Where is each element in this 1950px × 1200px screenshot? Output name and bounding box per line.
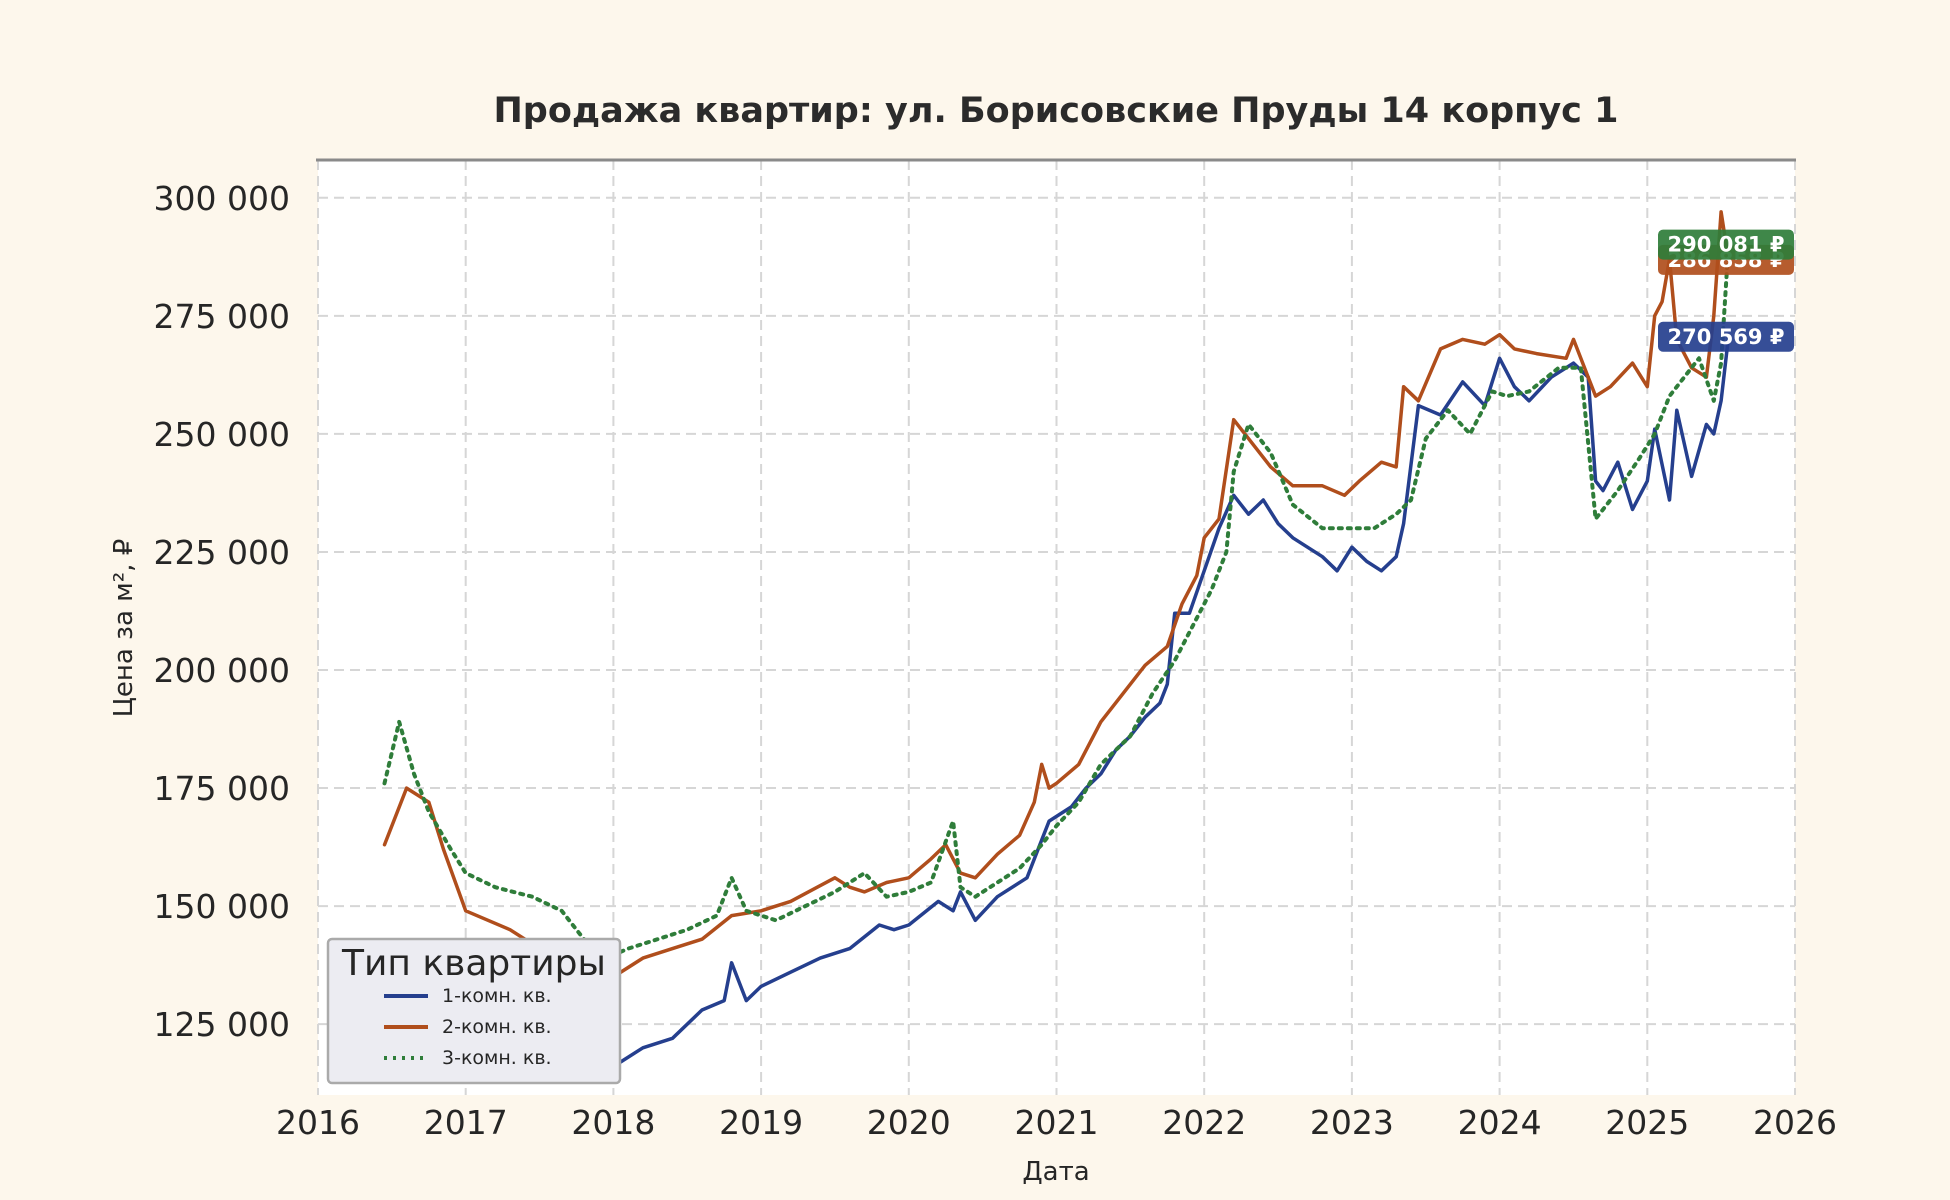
x-tick-2020: 2020 (867, 1103, 951, 1142)
end-label-text-1-комн-кв: 270 569 ₽ (1668, 325, 1785, 349)
x-tick-2026: 2026 (1753, 1103, 1837, 1142)
legend-title: Тип квартиры (341, 943, 606, 984)
legend: Тип квартиры 1-комн. кв. 2-комн. кв. 3-ком… (326, 937, 622, 1085)
legend-label-1-комн-кв: 1-комн. кв. (442, 985, 552, 1007)
x-tick-labels: 2016 2017 2018 2019 2020 2021 2022 2023 2024 2025… (276, 1103, 1837, 1142)
x-tick-2024: 2024 (1458, 1103, 1542, 1142)
y-tick-275000: 275 000 (154, 297, 290, 336)
chart-title: Продажа квартир: ул. Борисовские Пруды 1… (494, 91, 1619, 131)
y-tick-150000: 150 000 (154, 887, 290, 926)
y-tick-225000: 225 000 (154, 533, 290, 572)
end-label-badge-3-комн-кв (1658, 229, 1794, 260)
y-tick-200000: 200 000 (154, 651, 290, 690)
y-tick-300000: 300 000 (154, 179, 290, 218)
series-line-3-комн-кв (382, 242, 1731, 961)
x-tick-2016: 2016 (276, 1103, 360, 1142)
x-axis-label: Дата (1022, 1157, 1089, 1187)
legend-label-3-комн-кв: 3-комн. кв. (442, 1047, 552, 1069)
series-line-2-комн-кв (382, 210, 1731, 979)
end-labels: 270 569 ₽286 858 ₽290 081 ₽ (1658, 229, 1794, 352)
x-tick-2021: 2021 (1015, 1103, 1099, 1142)
y-tick-250000: 250 000 (154, 415, 290, 454)
legend-label-2-комн-кв: 2-комн. кв. (442, 1016, 552, 1038)
x-tick-2019: 2019 (719, 1103, 803, 1142)
y-tick-175000: 175 000 (154, 769, 290, 808)
x-tick-2025: 2025 (1605, 1103, 1689, 1142)
series-lines (382, 210, 1731, 1064)
x-tick-2017: 2017 (424, 1103, 508, 1142)
legend-entries: 1-комн. кв. 2-комн. кв. 3-комн. кв. (384, 985, 552, 1069)
x-tick-2018: 2018 (571, 1103, 655, 1142)
x-tick-2023: 2023 (1310, 1103, 1394, 1142)
end-label-badge-1-комн-кв (1658, 321, 1794, 352)
y-tick-125000: 125 000 (154, 1005, 290, 1044)
x-tick-2022: 2022 (1162, 1103, 1246, 1142)
y-axis-label: Цена за м², ₽ (109, 539, 139, 718)
series-line-1-комн-кв (382, 335, 1731, 1064)
legend-box (326, 937, 622, 1085)
end-label-text-3-комн-кв: 290 081 ₽ (1668, 233, 1785, 257)
y-tick-labels: 125 000 150 000 175 000 200 000 225 000 250 0… (154, 179, 290, 1044)
